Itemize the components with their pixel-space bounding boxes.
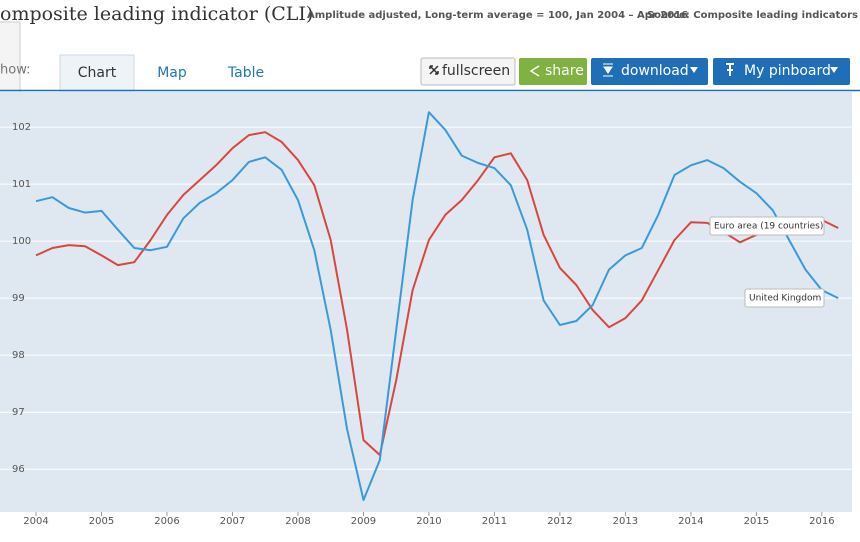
x-tick-label: 2013 <box>613 516 638 527</box>
y-tick-label: 96 <box>12 464 25 475</box>
x-tick-label: 2016 <box>809 516 834 527</box>
x-tick-label: 2014 <box>678 516 703 527</box>
icon <box>726 63 734 76</box>
x-tick-label: 2008 <box>285 516 310 527</box>
icon <box>429 65 439 75</box>
y-tick-label: 102 <box>12 122 31 133</box>
plot-area <box>0 92 852 512</box>
y-tick-label: 98 <box>12 350 25 361</box>
x-tick-label: 2012 <box>547 516 572 527</box>
button-label[interactable]: My pinboard <box>744 63 831 79</box>
tab[interactable]: Chart <box>78 65 117 81</box>
y-tick-label: 101 <box>12 179 31 190</box>
x-tick-label: 2006 <box>154 516 179 527</box>
x-tick-label: 2005 <box>89 516 114 527</box>
x-tick-label: 2009 <box>351 516 376 527</box>
series-line <box>35 131 839 456</box>
download-button[interactable] <box>591 58 708 85</box>
button-label[interactable]: fullscreen <box>442 63 510 79</box>
x-tick-label: 2004 <box>23 516 48 527</box>
y-tick-label: 100 <box>12 236 31 247</box>
tab[interactable]: Table <box>227 65 264 81</box>
subtitle: Amplitude adjusted, Long-term average = … <box>307 10 688 21</box>
caret <box>830 67 838 73</box>
button-label[interactable]: download <box>621 63 689 79</box>
button-label[interactable]: share <box>545 63 584 79</box>
series-label: United Kingdom <box>749 294 821 304</box>
tab[interactable]: Map <box>157 65 187 81</box>
series-line <box>35 111 839 501</box>
caret <box>690 67 698 73</box>
x-tick-label: 2015 <box>744 516 769 527</box>
share-button[interactable] <box>519 58 587 85</box>
icon <box>603 63 613 77</box>
source: Source: Composite leading indicators <box>647 10 858 21</box>
series-label-box <box>709 216 825 236</box>
page-title: omposite leading indicator (CLI) <box>0 3 313 25</box>
x-tick-label: 2007 <box>220 516 245 527</box>
pinboard-button[interactable] <box>713 58 850 85</box>
show-label: how: <box>0 63 31 78</box>
icon <box>529 65 540 77</box>
series-label-box <box>744 288 825 308</box>
chart: 96 97 98 99 100 101 102 2004 2005 2006 2007 2008 200… <box>0 111 852 527</box>
x-tick-label: 2010 <box>416 516 441 527</box>
y-tick-label: 97 <box>12 407 25 418</box>
y-tick-label: 99 <box>12 293 25 304</box>
series-label: Euro area (19 countries) <box>714 222 823 232</box>
x-tick-label: 2011 <box>482 516 507 527</box>
tab-active[interactable] <box>59 54 135 92</box>
fullscreen-button[interactable] <box>420 57 516 86</box>
